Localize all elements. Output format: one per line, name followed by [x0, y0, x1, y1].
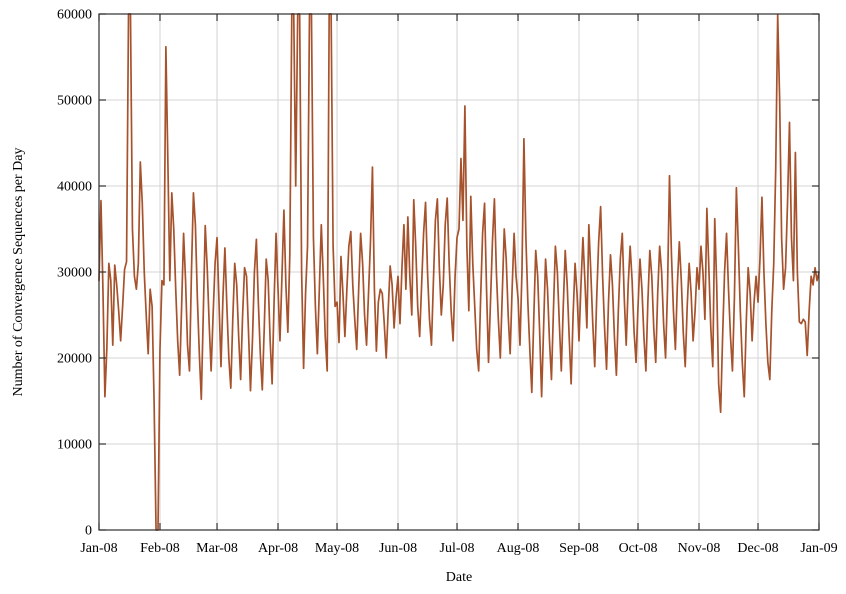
- x-tick-label: May-08: [315, 541, 359, 556]
- y-tick-label: 20000: [57, 352, 92, 367]
- y-tick-label: 60000: [57, 8, 92, 23]
- x-tick-label: Dec-08: [737, 541, 778, 556]
- y-tick-label: 50000: [57, 94, 92, 109]
- x-tick-label: Mar-08: [196, 541, 238, 556]
- x-tick-label: Aug-08: [497, 541, 540, 556]
- y-tick-label: 40000: [57, 180, 92, 195]
- x-axis-label: Date: [446, 570, 472, 585]
- y-tick-label: 10000: [57, 438, 92, 453]
- y-tick-label: 30000: [57, 266, 92, 281]
- x-tick-label: Oct-08: [619, 541, 658, 556]
- tick-labels: Jan-08 Feb-08 Mar-08 Apr-08 May-08 Jun-08 Jul-…: [57, 8, 838, 557]
- y-tick-label: 0: [85, 524, 92, 539]
- data-line: [98, 13, 820, 531]
- x-tick-label: Nov-08: [678, 541, 721, 556]
- x-tick-label: Sep-08: [559, 541, 599, 556]
- tick-marks: [98, 13, 820, 531]
- x-tick-label: Apr-08: [258, 541, 298, 556]
- x-tick-label: Feb-08: [140, 541, 180, 556]
- x-tick-label: Jul-08: [440, 541, 475, 556]
- x-tick-label: Jun-08: [379, 541, 417, 556]
- y-axis-label: Number of Convergence Sequences per Day: [11, 148, 26, 397]
- x-tick-label: Jan-09: [800, 541, 837, 556]
- x-tick-label: Jan-08: [80, 541, 117, 556]
